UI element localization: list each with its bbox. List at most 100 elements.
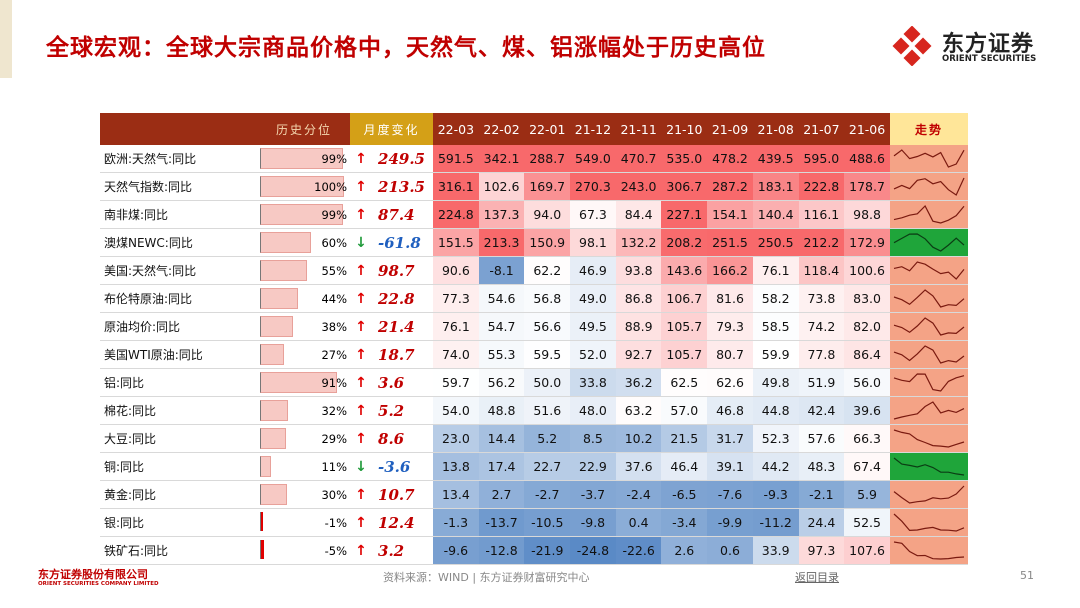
change-value: 249.5 (378, 149, 425, 168)
percentile-text: 32% (321, 403, 348, 418)
value-cell: 105.7 (661, 340, 708, 369)
value-cell: 0.4 (615, 508, 662, 537)
value-cell: 54.0 (433, 396, 479, 425)
percentile-bar (260, 176, 345, 197)
percentile-cell: 60% (258, 229, 350, 257)
value-cell: 24.4 (798, 508, 845, 537)
value-cell: 132.2 (615, 228, 662, 257)
percentile-text: 100% (314, 179, 348, 194)
table-row: 黄金:同比 30% ↑ 10.7 13.4 2.7 -2.7 -3.7 -2.4 -6.5 -7.6… (100, 480, 968, 509)
sparkline-line (893, 149, 965, 168)
sparkline (893, 541, 964, 560)
value-cell: 2.6 (661, 536, 708, 565)
row-name: 南非煤:同比 (104, 208, 169, 222)
value-cell: 76.1 (752, 256, 799, 285)
sparkline (893, 317, 965, 336)
column-header: 21-10 (661, 113, 708, 145)
value-cell: -9.8 (570, 508, 616, 537)
value-cell: 94.0 (524, 200, 571, 229)
trend-cell (889, 452, 968, 481)
percentile-cell: -1% (258, 509, 350, 537)
table-row: 美国WTI原油:同比 27% ↑ 18.7 74.0 55.3 59.5 52.0 92.7 10… (100, 340, 968, 369)
value-cell: 46.8 (707, 396, 753, 425)
column-header: 走势 (889, 113, 968, 145)
value-cell: 49.5 (570, 312, 616, 341)
sparkline (893, 373, 965, 392)
value-cell: 44.2 (752, 452, 799, 481)
trend-cell (889, 256, 968, 285)
footer-link[interactable]: 返回目录 (795, 571, 839, 584)
row-name: 美国:天然气:同比 (104, 264, 197, 278)
value-cell: 55.3 (478, 340, 525, 369)
change-value: 87.4 (378, 205, 415, 224)
value-cell: 59.7 (433, 368, 479, 397)
row-name: 铁矿石:同比 (104, 544, 169, 558)
value-cell: 49.8 (752, 368, 799, 397)
value-cell: 74.0 (433, 340, 479, 369)
value-cell: 63.2 (615, 396, 662, 425)
sparkline (893, 485, 965, 504)
percentile-cell: 29% (258, 425, 350, 453)
trend-cell (889, 536, 968, 565)
value-cell: 306.7 (661, 172, 708, 201)
value-cell: 31.7 (707, 424, 753, 453)
table-row: 铝:同比 91% ↑ 3.6 59.7 56.2 50.0 33.8 36.2 62.5 62.6 4… (100, 368, 968, 397)
table-row: 铜:同比 11% ↓ -3.6 13.8 17.4 22.7 22.9 37.6 46.4 39.1… (100, 452, 968, 481)
logo-name: 东方证券 (942, 32, 1035, 57)
value-cell: 224.8 (433, 200, 479, 229)
percentile-text: 99% (321, 207, 348, 222)
value-cell: 62.2 (524, 256, 571, 285)
value-cell: 21.5 (661, 424, 708, 453)
percentile-text: 27% (321, 347, 348, 362)
percentile-bar (260, 260, 308, 281)
sparkline (893, 204, 965, 224)
percentile-cell: 27% (258, 341, 350, 369)
percentile-text: 55% (321, 263, 348, 278)
percentile-text: 38% (321, 319, 348, 334)
value-cell: 172.9 (844, 228, 890, 257)
value-cell: 62.5 (661, 368, 708, 397)
value-cell: 74.2 (798, 312, 845, 341)
table-row: 铁矿石:同比 -5% ↑ 3.2 -9.6 -12.8 -21.9 -24.8 -22.6 2.6… (100, 536, 968, 565)
logo: 东方证券 ORIENT SECURITIES (892, 26, 1052, 66)
percentile-cell: -5% (258, 537, 350, 565)
value-cell: 73.8 (798, 284, 845, 313)
sparkline-line (893, 485, 965, 504)
value-cell: 22.9 (570, 452, 616, 481)
value-cell: 23.0 (433, 424, 479, 453)
value-cell: 243.0 (615, 172, 662, 201)
value-cell: 56.8 (524, 284, 571, 313)
row-name: 黄金:同比 (104, 488, 157, 502)
percentile-bar (260, 372, 337, 393)
value-cell: 77.3 (433, 284, 479, 313)
table-row: 大豆:同比 29% ↑ 8.6 23.0 14.4 5.2 8.5 10.2 21.5 31.7 52… (100, 424, 968, 453)
row-name: 布伦特原油:同比 (104, 292, 193, 306)
value-cell: 54.7 (478, 312, 525, 341)
value-cell: -7.6 (707, 480, 753, 509)
column-header: 月度变化 (350, 113, 434, 145)
value-cell: 46.9 (570, 256, 616, 285)
sparkline (893, 513, 965, 532)
value-cell: 143.6 (661, 256, 708, 285)
change-value: 3.2 (378, 541, 405, 560)
value-cell: -24.8 (570, 536, 616, 565)
percentile-text: 44% (321, 291, 348, 306)
percentile-bar (260, 512, 264, 531)
trend-cell (889, 424, 968, 453)
table-row: 天然气指数:同比 100% ↑ 213.5 316.1 102.6 169.7 270.3 24… (100, 172, 968, 201)
value-cell: 57.6 (798, 424, 845, 453)
change-arrow: ↑ (355, 514, 367, 531)
value-cell: 93.8 (615, 256, 662, 285)
sparkline (893, 429, 965, 448)
value-cell: -13.7 (478, 508, 525, 537)
value-cell: 102.6 (478, 172, 525, 201)
percentile-cell: 44% (258, 285, 350, 313)
value-cell: -9.9 (707, 508, 753, 537)
value-cell: 107.6 (844, 536, 890, 565)
value-cell: 59.5 (524, 340, 571, 369)
value-cell: 251.5 (707, 228, 753, 257)
sparkline (893, 401, 965, 420)
row-name: 铜:同比 (104, 460, 145, 474)
sparkline (893, 457, 965, 476)
